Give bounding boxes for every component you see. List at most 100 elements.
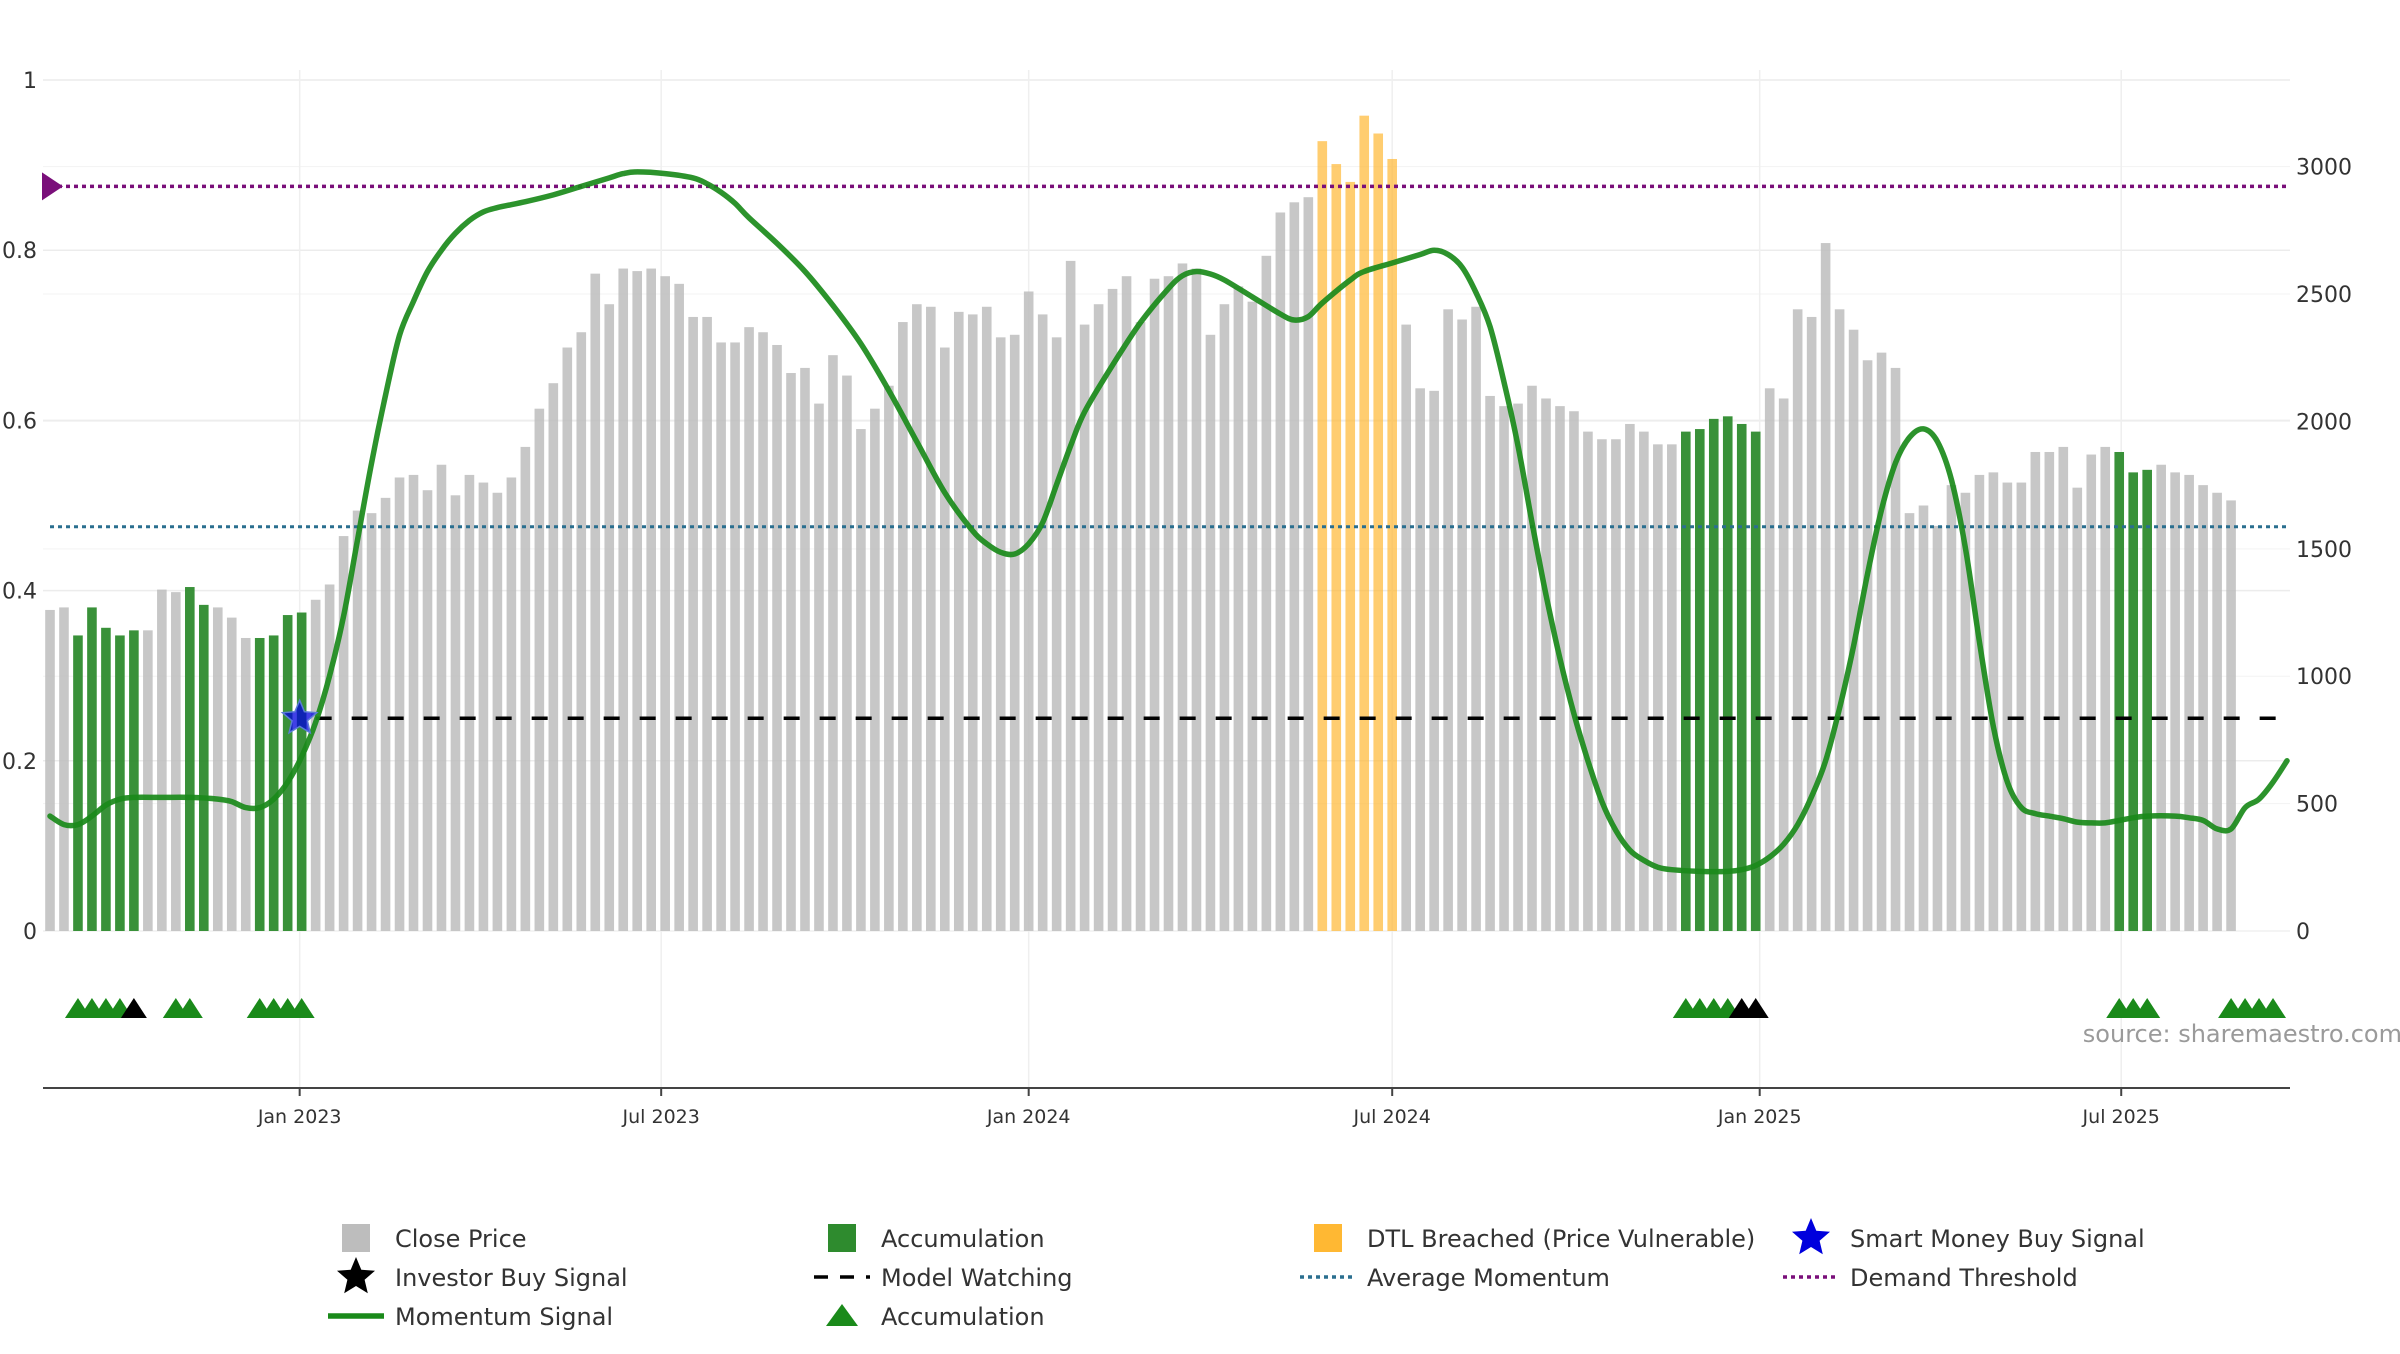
accumulation-marker <box>176 998 203 1018</box>
close-price-bar <box>380 497 391 931</box>
dtl-breached-bar <box>1373 133 1384 931</box>
legend-item: Average Momentum <box>1300 1264 1610 1292</box>
x-tick-label: Jan 2024 <box>986 1106 1071 1128</box>
legend-item: Close Price <box>342 1224 527 1253</box>
legend-swatch-square <box>1314 1224 1342 1252</box>
legend: Close Price Accumulation DTL Breached (Pri… <box>328 1218 2145 1331</box>
close-price-bar <box>702 316 712 931</box>
close-price-bar <box>59 607 69 931</box>
close-price-bar <box>1792 309 1803 931</box>
close-price-bar <box>366 513 377 931</box>
close-price-bar <box>2044 451 2055 931</box>
close-price-bar <box>953 311 964 932</box>
accumulation-bar <box>282 615 293 931</box>
close-price-bar <box>926 306 936 932</box>
close-price-bar <box>1065 260 1076 931</box>
accumulation-bar <box>101 627 111 931</box>
close-price-bar <box>1485 395 1495 931</box>
close-price-bar <box>660 276 670 932</box>
close-price-bar <box>1583 431 1593 931</box>
close-price-bar <box>1401 324 1411 931</box>
investor-buy-signal-marker <box>1742 998 1769 1018</box>
legend-label: Accumulation <box>881 1303 1045 1331</box>
accumulation-bar <box>87 607 97 931</box>
close-price-bar <box>422 490 433 931</box>
legend-item: Investor Buy Signal <box>337 1257 628 1294</box>
close-price-bar <box>1219 304 1230 931</box>
legend-swatch-star <box>337 1257 375 1294</box>
y-left-tick-label: 1 <box>23 69 37 94</box>
accumulation-bar <box>2128 472 2139 931</box>
close-price-bar <box>1974 474 1985 931</box>
close-price-bar <box>1848 329 1859 932</box>
accumulation-marker <box>288 998 315 1018</box>
legend-label: Close Price <box>395 1225 527 1253</box>
legend-label: Demand Threshold <box>1850 1264 2078 1292</box>
close-price-bar <box>646 268 656 931</box>
legend-item: Momentum Signal <box>328 1303 613 1331</box>
close-price-bar <box>2226 500 2236 931</box>
legend-label: DTL Breached (Price Vulnerable) <box>1367 1225 1755 1253</box>
close-price-bar <box>1121 276 1132 932</box>
close-price-bar <box>1904 513 1915 931</box>
accumulation-bar <box>129 630 139 931</box>
y-right-tick-label: 2000 <box>2296 410 2352 435</box>
close-price-bar <box>2212 492 2222 931</box>
close-price-bar <box>1527 385 1537 931</box>
close-price-bar <box>226 617 237 931</box>
close-price-bar <box>2170 472 2180 931</box>
close-price-bar <box>1415 388 1425 932</box>
close-price-bar <box>856 429 866 931</box>
close-price-bar <box>870 408 880 931</box>
legend-item: Smart Money Buy Signal <box>1792 1218 2145 1255</box>
close-price-bar <box>212 607 223 931</box>
legend-label: Investor Buy Signal <box>395 1264 628 1292</box>
close-price-bar <box>1946 485 1957 931</box>
close-price-bar <box>1778 398 1789 931</box>
close-price-bar <box>2156 464 2166 931</box>
y-left-tick-label: 0.2 <box>2 750 37 775</box>
source-label: source: sharemaestro.com <box>2083 1020 2400 1048</box>
accumulation-bar <box>2114 451 2125 931</box>
close-price-bar <box>1806 316 1817 931</box>
close-price-bar <box>478 482 489 931</box>
accumulation-marker <box>2260 998 2287 1018</box>
close-price-bar <box>744 327 754 931</box>
close-price-bar <box>171 592 181 931</box>
y-right-tick-label: 3000 <box>2296 156 2352 181</box>
legend-swatch-triangle <box>826 1304 858 1326</box>
demand-threshold-marker <box>42 172 63 201</box>
close-price-bar <box>828 355 838 931</box>
close-price-bar <box>1289 202 1300 931</box>
legend-item: Demand Threshold <box>1783 1264 2078 1292</box>
close-price-bar <box>758 332 768 931</box>
signal-lines-layer <box>42 169 2290 875</box>
markers-layer <box>64 698 2287 1018</box>
close-price-bar <box>1205 334 1216 931</box>
legend-label: Smart Money Buy Signal <box>1850 1225 2145 1253</box>
close-price-bar <box>562 347 573 932</box>
close-price-bar <box>1988 472 1999 931</box>
close-price-bar <box>338 536 349 931</box>
legend-swatch-square <box>342 1224 370 1252</box>
close-price-bar <box>1135 322 1146 931</box>
close-price-bar <box>157 589 167 931</box>
close-price-bar <box>981 306 992 932</box>
accumulation-bar <box>296 612 307 931</box>
close-price-bar <box>143 630 153 931</box>
close-price-bar <box>310 599 321 931</box>
close-price-bar <box>1177 263 1188 931</box>
close-price-bar <box>1764 388 1775 932</box>
close-price-bar <box>324 584 335 931</box>
close-price-bar <box>967 314 978 931</box>
y-left-tick-label: 0.8 <box>2 239 37 264</box>
close-price-bar <box>1471 306 1481 932</box>
close-price-bar <box>352 510 363 931</box>
legend-item: Accumulation <box>826 1303 1045 1331</box>
close-price-bar <box>688 316 698 931</box>
close-price-bar <box>240 637 251 931</box>
close-price-bar <box>1247 301 1258 931</box>
close-price-bar <box>1611 439 1621 931</box>
close-price-bar <box>2198 485 2208 931</box>
